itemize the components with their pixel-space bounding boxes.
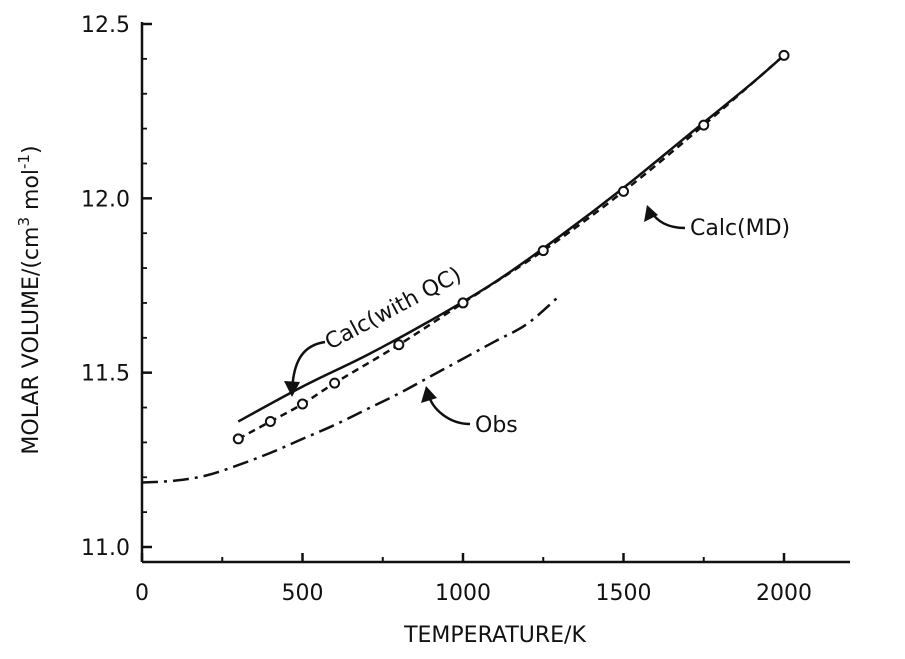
annotation-calc-md: Calc(MD) (690, 216, 790, 241)
y-axis-title-sup2: -1 (15, 154, 33, 169)
series-line-calc-with-qc (237, 54, 785, 423)
annotation-arrowhead-calc-md (644, 205, 658, 222)
series-line-calc-md (237, 54, 785, 441)
x-tick-label-1500: 1500 (596, 581, 652, 606)
annotation-arrowhead-calc-with-qc (284, 381, 300, 397)
y-axis-title-sup1: 3 (15, 217, 33, 227)
data-point-calc-md (778, 49, 790, 61)
y-tick-label-12.5: 12.5 (81, 13, 130, 38)
annotation-arrowhead-obs (421, 386, 437, 403)
y-tick-label-11.5: 11.5 (81, 362, 130, 387)
data-point-calc-md (537, 245, 549, 257)
data-point-calc-md (698, 119, 710, 131)
annotation-obs: Obs (475, 413, 518, 438)
data-point-calc-md (264, 415, 276, 427)
x-tick-label-0: 0 (135, 581, 149, 606)
data-point-calc-md (618, 185, 629, 197)
y-axis-title-main: MOLAR VOLUME/(cm (19, 227, 44, 455)
y-axis-title: MOLAR VOLUME/(cm3 mol-1) (15, 145, 44, 454)
series-line-obs (141, 295, 561, 484)
data-point-calc-md (297, 398, 308, 410)
x-axis-title: TEMPERATURE/K (403, 623, 586, 648)
y-tick-label-11.0: 11.0 (81, 536, 130, 561)
data-point-calc-md (457, 297, 469, 309)
y-tick-label-12.0: 12.0 (81, 187, 130, 212)
data-point-calc-md (393, 339, 405, 351)
data-point-calc-md (232, 433, 244, 445)
data-point-calc-md (329, 377, 341, 389)
x-tick-label-2000: 2000 (756, 581, 812, 606)
y-axis-title-end: ) (19, 145, 44, 154)
y-axis-title-mid: mol (19, 169, 44, 217)
x-tick-label-500: 500 (282, 581, 324, 606)
x-tick-label-1000: 1000 (435, 581, 491, 606)
